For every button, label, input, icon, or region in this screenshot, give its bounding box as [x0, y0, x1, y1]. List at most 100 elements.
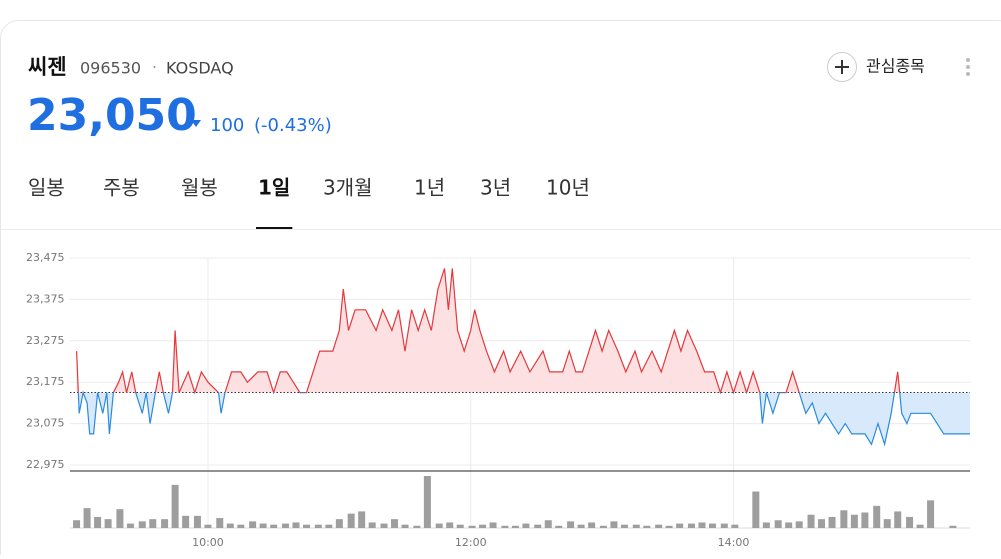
volume-bar: [851, 515, 858, 528]
volume-bar: [381, 524, 388, 528]
volume-bar: [666, 526, 673, 528]
tab-underline: [256, 227, 292, 229]
volume-bar: [413, 526, 420, 528]
volume-bar: [698, 522, 705, 528]
tab[interactable]: 3개월: [323, 176, 373, 200]
volume-bar: [94, 517, 101, 528]
volume-bar: [172, 485, 179, 528]
volume-bar: [358, 511, 365, 528]
volume-bar: [808, 515, 815, 528]
volume-bar: [949, 526, 956, 528]
volume-bar: [752, 491, 759, 528]
volume-bar: [315, 525, 322, 528]
tab[interactable]: 1년: [414, 176, 445, 200]
volume-bar: [204, 525, 211, 528]
volume-bar: [721, 524, 728, 528]
volume-bar: [127, 524, 134, 528]
x-tick-label: 14:00: [718, 536, 750, 549]
y-tick-label: 23,275: [26, 334, 65, 347]
tab[interactable]: 주봉: [103, 176, 140, 200]
volume-bar: [457, 525, 464, 528]
market: KOSDAQ: [166, 59, 234, 78]
volume-bar: [260, 524, 267, 528]
stock-name: 씨젠: [28, 55, 67, 79]
volume-bar: [688, 524, 695, 528]
volume-bar: [73, 520, 80, 528]
volume-bar: [796, 521, 803, 528]
volume-bar: [917, 525, 924, 528]
volume-bar: [840, 510, 847, 528]
volume-bar: [84, 508, 91, 528]
volume-bar: [676, 524, 683, 528]
x-tick-label: 12:00: [455, 536, 487, 549]
volume-bar: [818, 519, 825, 528]
tab[interactable]: 3년: [480, 176, 511, 200]
volume-bar: [567, 521, 574, 528]
volume-bar: [116, 509, 123, 528]
more-menu[interactable]: [966, 58, 970, 76]
volume-bar: [501, 526, 508, 528]
volume-bar: [469, 526, 476, 528]
volume-bar: [479, 525, 486, 528]
volume-bar: [643, 526, 650, 528]
volume-bar: [927, 500, 934, 528]
y-tick-label: 23,475: [26, 251, 65, 264]
separator: ·: [152, 58, 157, 77]
volume-bar: [534, 525, 541, 528]
volume-bar: [578, 525, 585, 528]
volume-bar: [216, 518, 223, 528]
volume-bar: [303, 525, 310, 528]
volume-bar: [861, 513, 868, 528]
volume-bar: [775, 520, 782, 528]
volume-bar: [522, 524, 529, 528]
volume-bar: [436, 524, 443, 528]
volume-bar: [763, 522, 770, 528]
volume-bar: [369, 522, 376, 528]
volume-bar: [336, 519, 343, 528]
volume-bar: [731, 525, 738, 528]
volume-bar: [906, 517, 913, 528]
volume-bar: [829, 517, 836, 528]
y-tick-label: 23,075: [26, 417, 65, 430]
tab[interactable]: 일봉: [28, 176, 65, 200]
price: 23,050: [27, 90, 197, 141]
volume-bar: [402, 525, 409, 528]
y-tick-label: 23,175: [26, 375, 65, 388]
watch-label: 관심종목: [866, 57, 925, 76]
tab[interactable]: 월봉: [181, 176, 218, 200]
volume-bar: [282, 524, 289, 528]
volume-bar: [424, 476, 431, 528]
volume-bar: [325, 525, 332, 528]
volume-bar: [709, 524, 716, 528]
volume-bar: [227, 524, 234, 528]
volume-bar: [512, 526, 519, 528]
volume-bar: [655, 525, 662, 528]
volume-bar: [490, 522, 497, 528]
volume-bar: [149, 519, 156, 528]
change: 100: [210, 115, 244, 136]
volume-bar: [194, 516, 201, 528]
volume-bar: [545, 520, 552, 528]
volume-bar: [873, 506, 880, 528]
volume-bar: [270, 525, 277, 528]
volume-bar: [182, 516, 189, 528]
volume-bar: [249, 521, 256, 528]
volume-bar: [894, 511, 901, 528]
volume-bar: [105, 519, 112, 528]
y-tick-label: 23,375: [26, 292, 65, 305]
dot: [966, 58, 970, 62]
tab[interactable]: 1일: [258, 176, 290, 200]
volume-bar: [610, 521, 617, 528]
y-tick-label: 22,975: [26, 458, 65, 471]
volume-bar: [555, 526, 562, 528]
volume-bar: [292, 522, 299, 528]
volume-bar: [621, 525, 628, 528]
volume-bar: [785, 522, 792, 528]
stock-code: 096530: [80, 59, 141, 78]
volume-bar: [161, 519, 168, 528]
tab[interactable]: 10년: [546, 176, 590, 200]
dot: [966, 72, 970, 76]
volume-bar: [391, 519, 398, 528]
